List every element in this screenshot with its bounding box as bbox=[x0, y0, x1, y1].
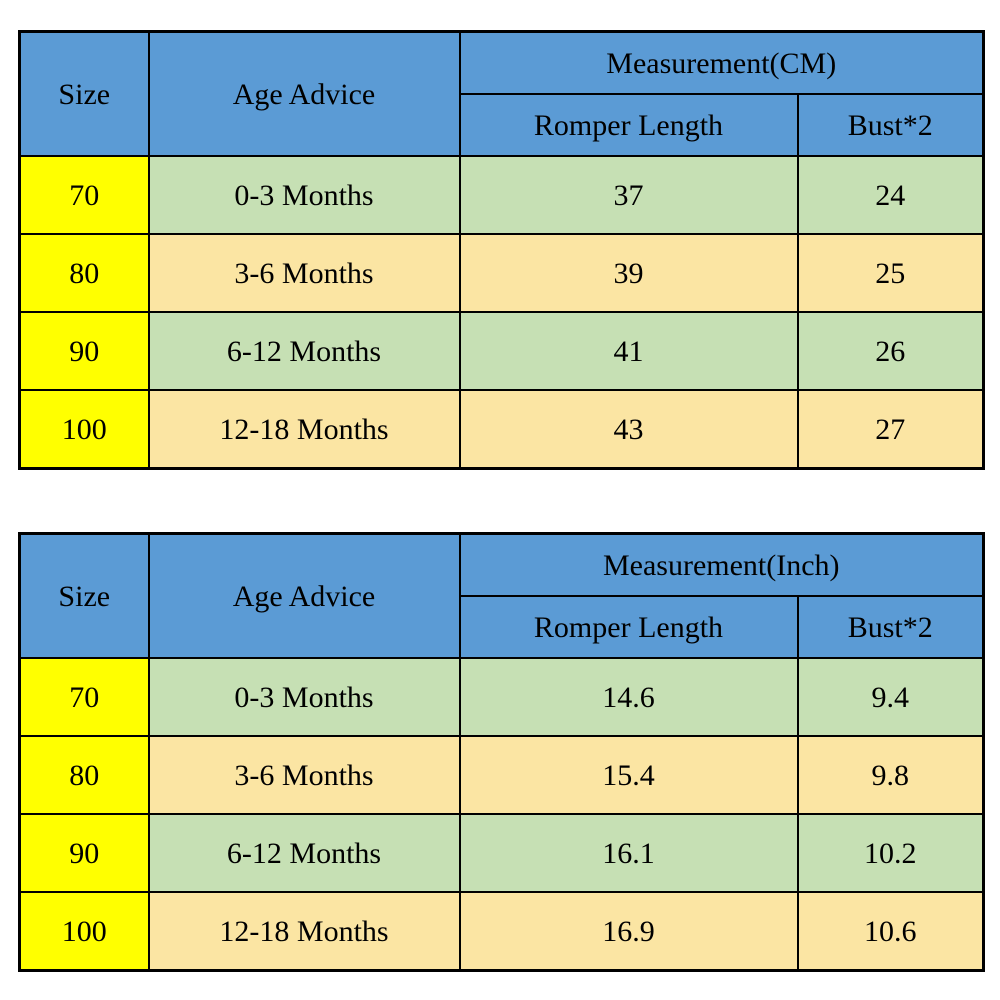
bust-value: 9.4 bbox=[796, 657, 985, 737]
table-row-size-80: 80 3-6 Months 39 25 bbox=[18, 233, 985, 313]
size-value: 100 bbox=[18, 389, 150, 470]
table-row-size-70: 70 0-3 Months 14.6 9.4 bbox=[18, 657, 985, 737]
bust-value: 10.6 bbox=[796, 891, 985, 972]
bust-value: 10.2 bbox=[796, 813, 985, 893]
table-row-size-100: 100 12-18 Months 16.9 10.6 bbox=[18, 891, 985, 972]
romper-length-value: 43 bbox=[458, 389, 799, 470]
size-value: 70 bbox=[18, 155, 150, 235]
header-romper-length: Romper Length bbox=[458, 93, 799, 157]
age-value: 12-18 Months bbox=[147, 891, 461, 972]
romper-length-value: 39 bbox=[458, 233, 799, 313]
header-bust: Bust*2 bbox=[796, 93, 985, 157]
size-table-cm: Size Age Advice Measurement(CM) Romper L… bbox=[18, 30, 985, 470]
header-size: Size bbox=[18, 532, 150, 659]
size-value: 90 bbox=[18, 813, 150, 893]
size-value: 70 bbox=[18, 657, 150, 737]
romper-length-value: 16.1 bbox=[458, 813, 799, 893]
bust-value: 26 bbox=[796, 311, 985, 391]
romper-length-value: 16.9 bbox=[458, 891, 799, 972]
romper-length-value: 41 bbox=[458, 311, 799, 391]
romper-length-value: 14.6 bbox=[458, 657, 799, 737]
age-value: 3-6 Months bbox=[147, 735, 461, 815]
table-row-size-80: 80 3-6 Months 15.4 9.8 bbox=[18, 735, 985, 815]
size-value: 80 bbox=[18, 233, 150, 313]
header-romper-length: Romper Length bbox=[458, 595, 799, 659]
bust-value: 27 bbox=[796, 389, 985, 470]
size-value: 80 bbox=[18, 735, 150, 815]
bust-value: 24 bbox=[796, 155, 985, 235]
header-age-advice: Age Advice bbox=[147, 532, 461, 659]
bust-value: 25 bbox=[796, 233, 985, 313]
table-row-size-90: 90 6-12 Months 41 26 bbox=[18, 311, 985, 391]
table-row-size-70: 70 0-3 Months 37 24 bbox=[18, 155, 985, 235]
age-value: 3-6 Months bbox=[147, 233, 461, 313]
age-value: 0-3 Months bbox=[147, 657, 461, 737]
header-measurement-cm: Measurement(CM) bbox=[458, 30, 985, 95]
size-value: 100 bbox=[18, 891, 150, 972]
header-bust: Bust*2 bbox=[796, 595, 985, 659]
romper-length-value: 37 bbox=[458, 155, 799, 235]
romper-length-value: 15.4 bbox=[458, 735, 799, 815]
header-age-advice: Age Advice bbox=[147, 30, 461, 157]
header-measurement-inch: Measurement(Inch) bbox=[458, 532, 985, 597]
size-value: 90 bbox=[18, 311, 150, 391]
age-value: 6-12 Months bbox=[147, 813, 461, 893]
table-row-size-100: 100 12-18 Months 43 27 bbox=[18, 389, 985, 470]
bust-value: 9.8 bbox=[796, 735, 985, 815]
age-value: 0-3 Months bbox=[147, 155, 461, 235]
size-table-inch: Size Age Advice Measurement(Inch) Romper… bbox=[18, 532, 985, 972]
table-row-size-90: 90 6-12 Months 16.1 10.2 bbox=[18, 813, 985, 893]
age-value: 12-18 Months bbox=[147, 389, 461, 470]
age-value: 6-12 Months bbox=[147, 311, 461, 391]
header-size: Size bbox=[18, 30, 150, 157]
